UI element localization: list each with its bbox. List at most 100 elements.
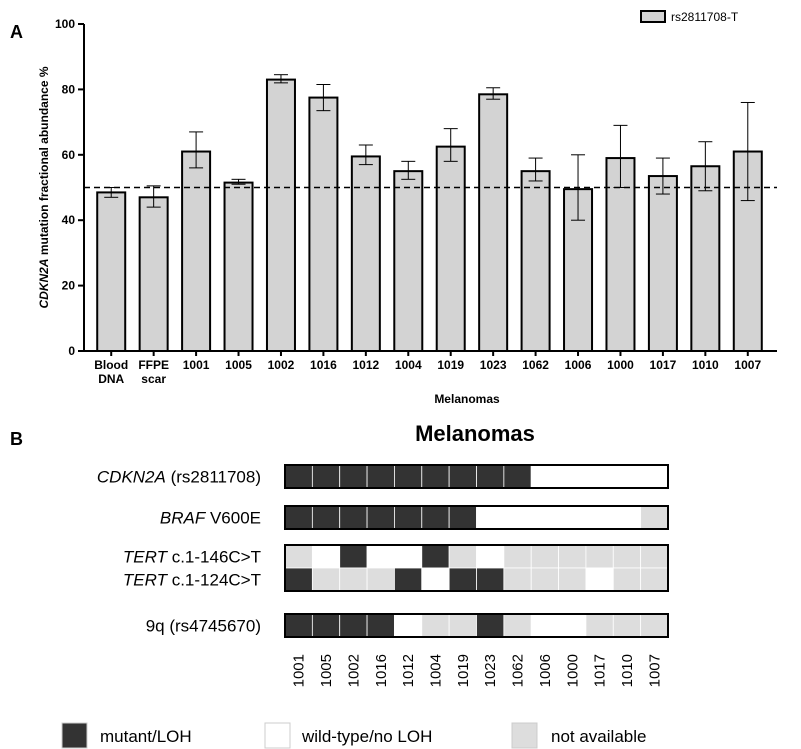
bar bbox=[435, 145, 466, 352]
heatmap-cell bbox=[558, 613, 587, 638]
heatmap-cell bbox=[640, 567, 669, 592]
heatmap-cell bbox=[530, 464, 559, 489]
heatmap-cell bbox=[421, 505, 450, 530]
heatmap-cell bbox=[585, 505, 614, 530]
heatmap-cell bbox=[503, 567, 532, 592]
legend-label-rs2811708: rs2811708-T bbox=[671, 10, 739, 24]
bar bbox=[647, 175, 678, 352]
heatmap-cell bbox=[448, 505, 477, 530]
heatmap-cell bbox=[284, 505, 313, 530]
heatmap-cell bbox=[640, 544, 669, 569]
heatmap-cell bbox=[612, 567, 642, 592]
heatmap-cell bbox=[530, 567, 559, 592]
heatmap-column-label: 1012 bbox=[400, 654, 417, 687]
heatmap-cell bbox=[366, 544, 395, 569]
heatmap-group-border bbox=[284, 505, 669, 530]
heatmap-cell bbox=[448, 613, 477, 638]
x-tick-label: Blood bbox=[94, 358, 128, 372]
heatmap-row-label: CDKN2A (rs2811708) bbox=[97, 468, 261, 487]
heatmap-row-label: TERT c.1-146C>T bbox=[123, 548, 261, 567]
mutation-heatmap: CDKN2A (rs2811708) BRAF V600E TERT c.1-146… bbox=[97, 464, 669, 638]
bar bbox=[138, 196, 169, 352]
heatmap-cell bbox=[421, 613, 450, 638]
heatmap-column-label: 1005 bbox=[318, 654, 335, 687]
heatmap-cell bbox=[558, 544, 587, 569]
heatmap-cell bbox=[339, 544, 368, 569]
heatmap-cell bbox=[476, 464, 505, 489]
heatmap-cell bbox=[339, 464, 368, 489]
bar bbox=[520, 170, 551, 352]
heatmap-cell bbox=[558, 505, 587, 530]
bar bbox=[350, 155, 381, 352]
heatmap-cell bbox=[421, 544, 450, 569]
x-tick-label: 1012 bbox=[352, 358, 379, 372]
y-tick-label: 20 bbox=[62, 279, 76, 293]
heatmap-cell bbox=[612, 464, 642, 489]
y-axis-title: CDKN2A mutation fractional abundance % bbox=[37, 66, 51, 308]
x-tick-label: 1004 bbox=[395, 358, 422, 372]
heatmap-cell bbox=[421, 567, 450, 592]
x-tick-label: 1010 bbox=[692, 358, 719, 372]
x-tick-label: 1023 bbox=[480, 358, 507, 372]
heatmap-cell bbox=[394, 567, 423, 592]
heatmap-column-labels: 1001 1005 1002 1016 1012 1004 1019 1023 1062 1006… bbox=[291, 654, 664, 687]
bar bbox=[181, 150, 212, 352]
heatmap-cell bbox=[339, 613, 368, 638]
heatmap-cell bbox=[585, 613, 614, 638]
heatmap-cell bbox=[640, 613, 669, 638]
heatmap-cell bbox=[503, 464, 532, 489]
heatmap-cell bbox=[612, 505, 642, 530]
bar bbox=[223, 181, 254, 352]
heatmap-cell bbox=[421, 464, 450, 489]
x-tick-label: 1016 bbox=[310, 358, 337, 372]
heatmap-cell bbox=[448, 567, 477, 592]
heatmap-column-label: 1001 bbox=[291, 654, 308, 687]
bar bbox=[690, 165, 721, 352]
bar bbox=[478, 93, 509, 353]
x-tick-label: 1001 bbox=[183, 358, 210, 372]
heatmap-cell bbox=[284, 464, 313, 489]
legend-swatch-n bbox=[511, 722, 538, 749]
x-tick-label: FFPE bbox=[138, 358, 169, 372]
bars bbox=[96, 74, 763, 353]
heatmap-cell bbox=[311, 464, 341, 489]
legend-swatch-rs2811708 bbox=[640, 10, 666, 23]
x-axis-title: Melanomas bbox=[434, 392, 500, 406]
heatmap-row-label: 9q (rs4745670) bbox=[146, 617, 261, 636]
heatmap-cell bbox=[394, 613, 423, 638]
heatmap-cell bbox=[530, 613, 559, 638]
heatmap-cell bbox=[612, 613, 642, 638]
x-tick-label: 1019 bbox=[437, 358, 464, 372]
heatmap-cell bbox=[339, 567, 368, 592]
heatmap-cell bbox=[311, 544, 341, 569]
heatmap-cell bbox=[585, 464, 614, 489]
y-tick-label: 0 bbox=[68, 344, 75, 358]
heatmap-cell bbox=[284, 613, 313, 638]
heatmap-cell bbox=[612, 544, 642, 569]
y-axis-title-rest: mutation fractional abundance % bbox=[37, 66, 51, 258]
heatmap-column-label: 1000 bbox=[564, 654, 581, 687]
heatmap-cell bbox=[284, 567, 313, 592]
heatmap-column-label: 1010 bbox=[619, 654, 636, 687]
heatmap-cell bbox=[366, 613, 395, 638]
heatmap-cell bbox=[585, 567, 614, 592]
heatmap-cell bbox=[585, 544, 614, 569]
heatmap-cell bbox=[311, 613, 341, 638]
y-axis-title-gene: CDKN2A bbox=[37, 259, 51, 309]
heatmap-cell bbox=[394, 505, 423, 530]
heatmap-cell bbox=[476, 613, 505, 638]
x-tick-label: 1002 bbox=[268, 358, 295, 372]
bar bbox=[265, 78, 296, 352]
heatmap-group-border bbox=[284, 613, 669, 638]
heatmap-cell bbox=[366, 567, 395, 592]
heatmap-column-label: 1062 bbox=[510, 654, 527, 687]
heatmap-column-label: 1007 bbox=[646, 654, 663, 687]
x-tick-label: 1000 bbox=[607, 358, 634, 372]
heatmap-cell bbox=[503, 505, 532, 530]
heatmap-cell bbox=[284, 544, 313, 569]
heatmap-cell bbox=[339, 505, 368, 530]
heatmap-row-label: TERT c.1-124C>T bbox=[123, 571, 261, 590]
